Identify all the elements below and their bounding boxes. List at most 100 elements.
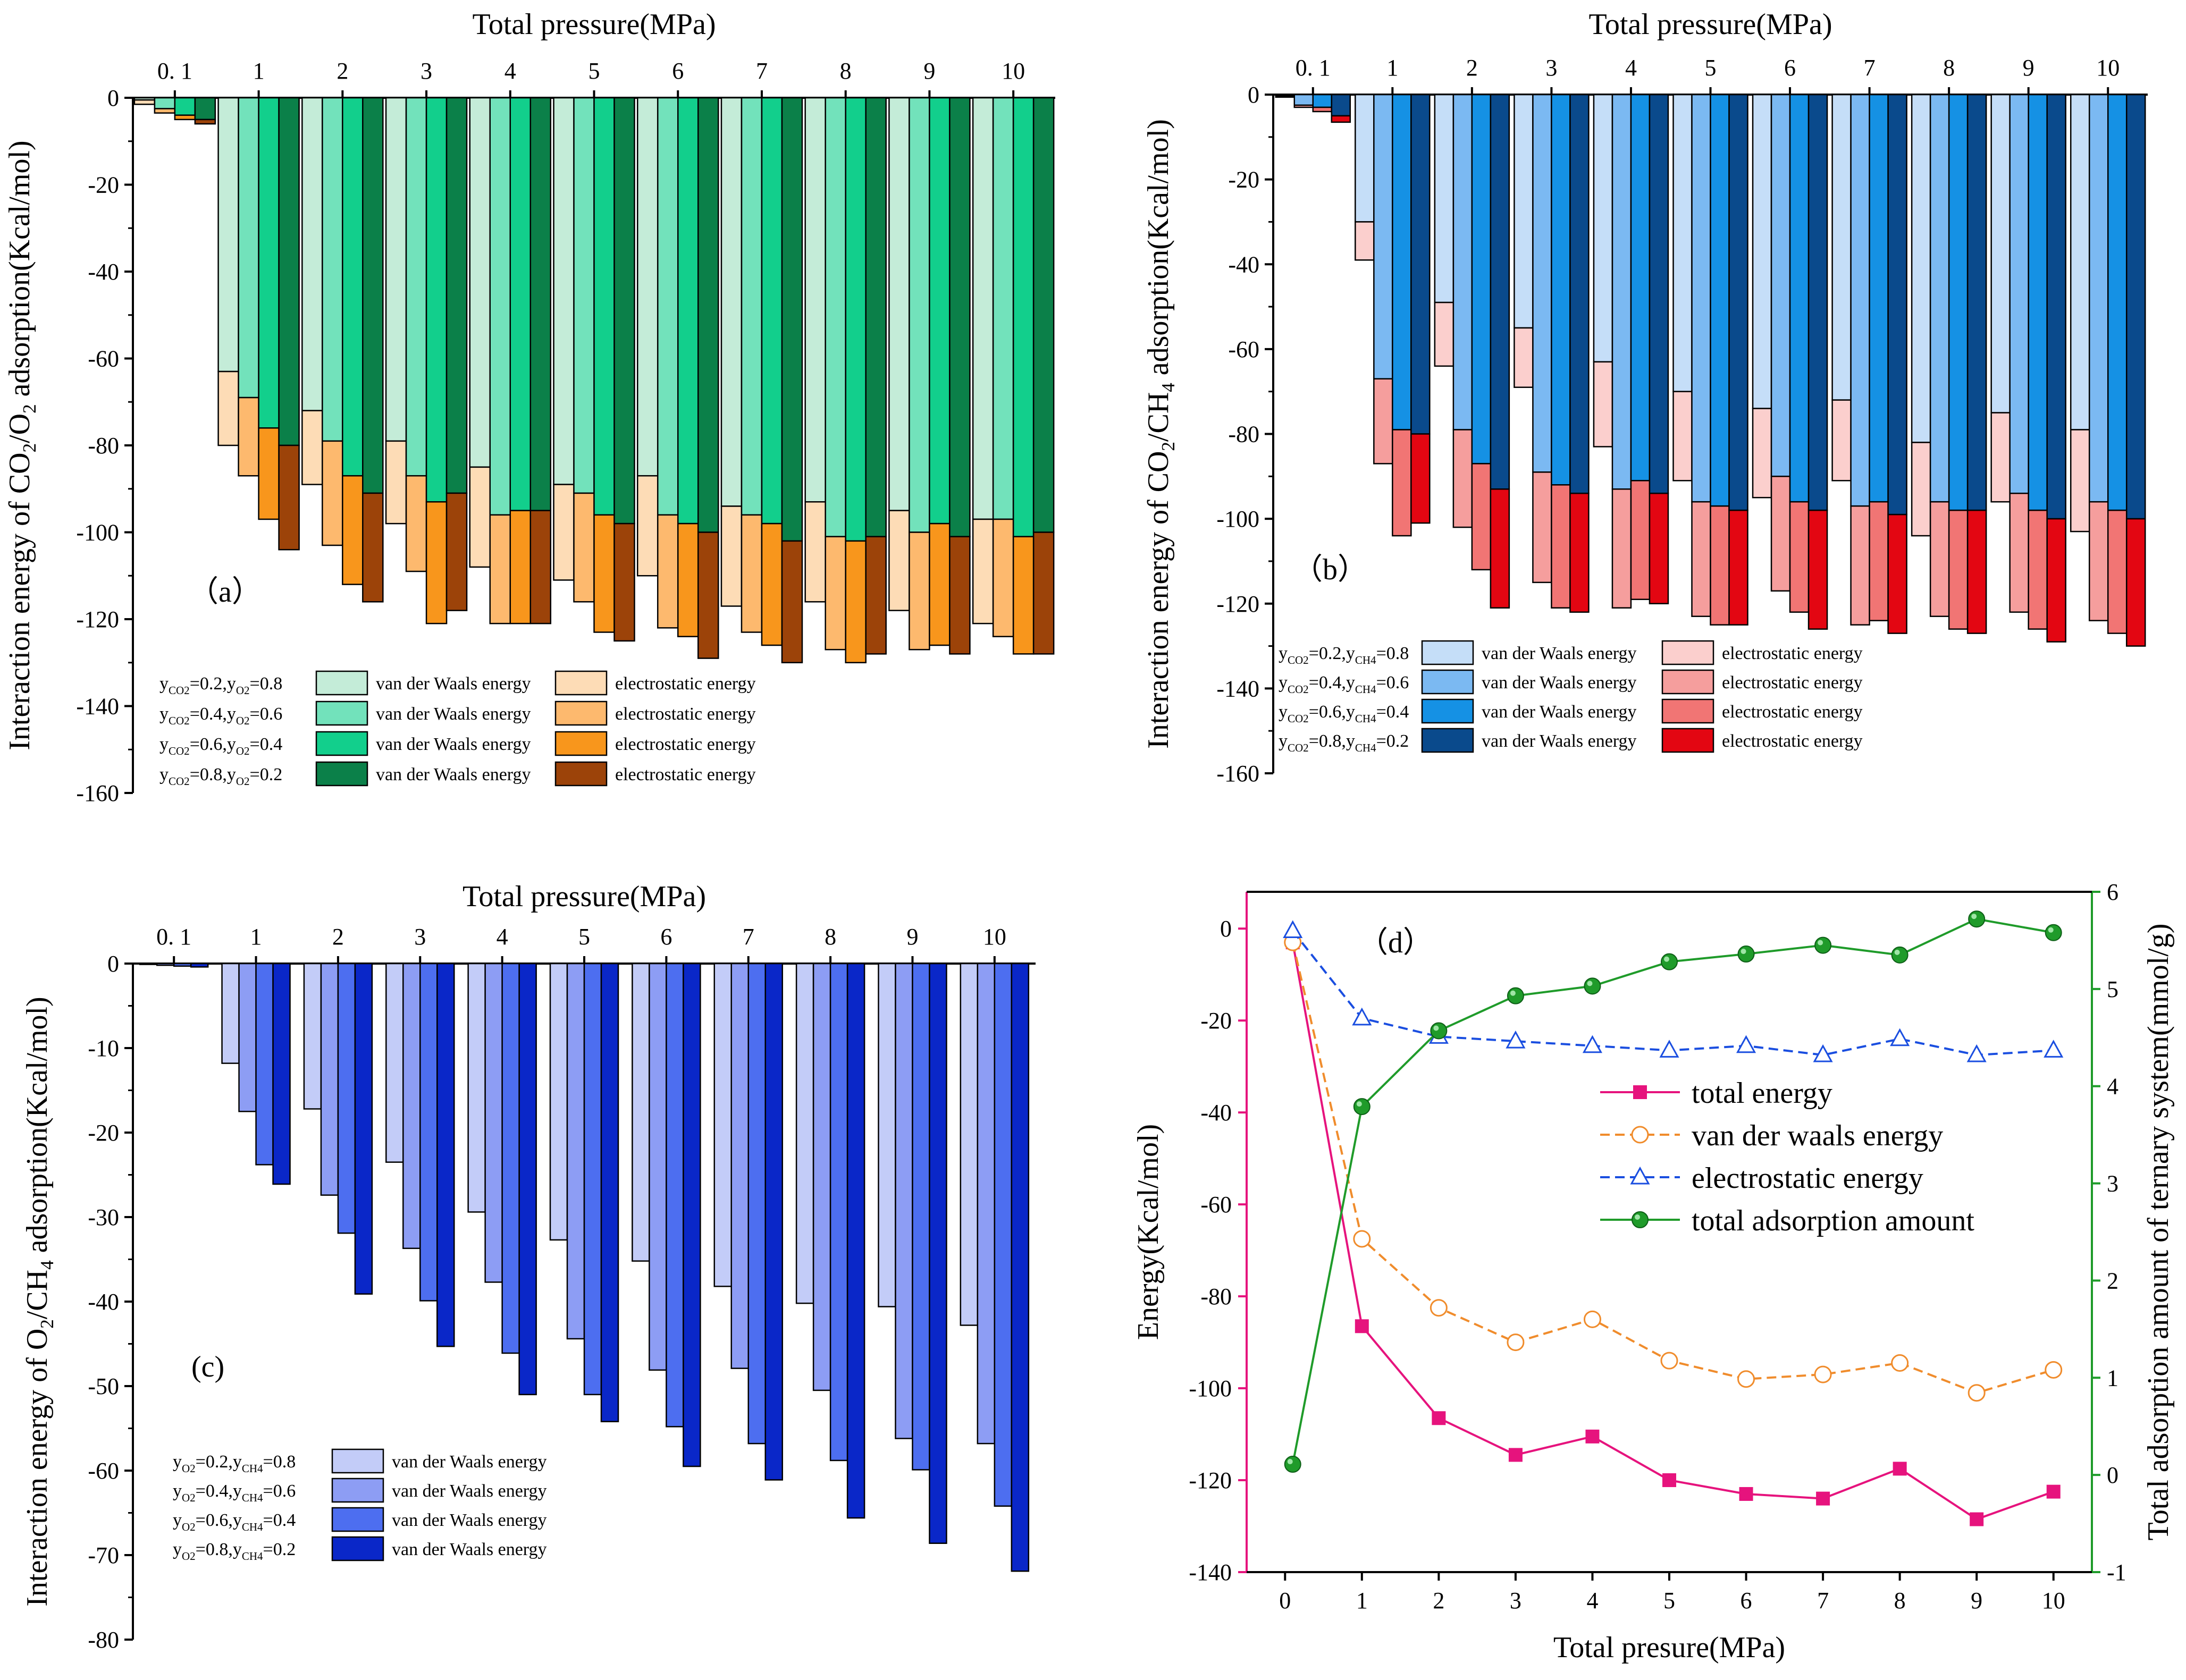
electrostatic-bar: [405, 475, 427, 572]
legend-electrostatic-swatch: [554, 700, 608, 726]
right-tick-label: 5: [2107, 976, 2118, 1002]
x-tick-label: 8: [1894, 1588, 1906, 1614]
electrostatic-bar: [1355, 221, 1375, 261]
electrostatic-bar: [1807, 509, 1828, 630]
legend-series-label: yCO2=0.2,yCH4=0.8: [1279, 644, 1409, 666]
panel-d-line-chart: 0 1 2 3 4 5 6 7 8 9 10 0 -20 -40 -60 -80 -100 -120 -140 -1 0…: [1132, 879, 2175, 1664]
legend-vdw-swatch: [1421, 698, 1474, 724]
right-tick-label: 3: [2107, 1171, 2118, 1197]
left-tick-label: -80: [1200, 1284, 1232, 1310]
x-axis-title: Total pressure(MPa): [463, 880, 706, 913]
y-tick-label: -100: [76, 520, 119, 546]
left-tick-label: -140: [1189, 1559, 1232, 1585]
x-tick-label: 4: [1625, 55, 1637, 81]
electrostatic-bar: [657, 514, 679, 629]
legend-vdw-swatch: [331, 1507, 384, 1532]
vdw-bar: [912, 963, 930, 1471]
vdw-bar: [1355, 94, 1375, 223]
x-tick-label: 0. 1: [157, 58, 192, 84]
vdw-bar: [154, 97, 176, 109]
legend-series-label: yO2=0.8,yCH4=0.2: [173, 1540, 296, 1563]
data-point-highlight: [1433, 1025, 1439, 1031]
legend-series-label: yCO2=0.8,yO2=0.2: [159, 765, 282, 788]
electrostatic-bar: [992, 518, 1014, 637]
vdw-bar: [977, 963, 996, 1445]
electrostatic-bar: [909, 531, 930, 651]
vdw-bar: [2009, 94, 2029, 494]
data-point: [1737, 1370, 1755, 1388]
vdw-bar: [566, 963, 585, 1340]
vdw-bar: [1869, 94, 1889, 503]
electrostatic-bar: [1691, 501, 1711, 617]
vdw-bar: [1514, 94, 1534, 329]
legend-series-label: yCO2=0.4,yO2=0.6: [159, 704, 282, 727]
electrostatic-bar: [425, 501, 448, 624]
legend-label: electrostatic energy: [1692, 1162, 1923, 1195]
vdw-bar: [1490, 94, 1510, 490]
electrostatic-bar: [1373, 378, 1393, 465]
electrostatic-bar: [949, 536, 971, 655]
legend-series-label: yCO2=0.8,yCH4=0.2: [1279, 731, 1409, 754]
electrostatic-bar: [613, 522, 635, 642]
panel-a-bar-chart: 0 -20 -40 -60 -80 -100 -120 -140 -160 0. 1 1 2 3 4 5 6 7…: [3, 8, 1055, 806]
vdw-bar: [636, 97, 659, 477]
y-tick-label: 0: [107, 85, 119, 111]
y-axis-title: Interaction energy of CO2/CH4 adsorption…: [1142, 119, 1179, 749]
electrostatic-bar: [1275, 95, 1296, 98]
right-tick-label: -1: [2107, 1559, 2126, 1585]
electrostatic-bar: [154, 108, 176, 114]
data-point-highlight: [1894, 949, 1900, 955]
y-tick-label: -80: [88, 433, 119, 459]
electrostatic-bar: [636, 475, 659, 577]
electrostatic-bar: [972, 518, 994, 624]
legend-electrostatic-swatch: [554, 731, 608, 756]
vdw-bar: [1551, 94, 1571, 486]
x-tick-label: 1: [1356, 1588, 1368, 1614]
vdw-bar: [1434, 94, 1454, 303]
data-point-highlight: [1635, 1214, 1640, 1220]
vdw-bar: [1691, 94, 1711, 503]
y-axis-title: Interaction energy of CO2/O2 adsorption(…: [3, 140, 40, 750]
x-tick-label: 4: [505, 58, 516, 84]
y-tick-label: -20: [88, 172, 119, 198]
legend-electrostatic-swatch: [1661, 640, 1714, 665]
y-tick-label: -10: [88, 1035, 119, 1061]
electrostatic-bar: [362, 492, 384, 603]
vdw-bar: [190, 963, 209, 968]
vdw-bar: [1728, 94, 1748, 511]
right-axis-title: Total adsorption amount of ternary syste…: [2142, 924, 2175, 1541]
data-point: [1432, 1411, 1446, 1425]
y-tick-label: -80: [1228, 421, 1259, 448]
vdw-bar: [174, 97, 196, 116]
legend-vdw-label: van der Waals energy: [376, 704, 531, 724]
vdw-bar: [677, 97, 699, 525]
vdw-bar: [553, 97, 575, 485]
vdw-bar: [812, 963, 831, 1391]
vdw-bar: [1312, 94, 1333, 108]
vdw-bar: [697, 97, 719, 533]
data-point-highlight: [1664, 956, 1669, 962]
x-tick-label: 1: [1386, 55, 1398, 81]
electrostatic-bar: [1392, 429, 1412, 537]
vdw-bar: [2070, 94, 2090, 430]
y-tick-label: -120: [1216, 591, 1259, 617]
vdw-bar: [2088, 94, 2109, 503]
x-tick-label: 2: [1466, 55, 1478, 81]
electrostatic-bar: [2028, 509, 2048, 630]
electrostatic-bar: [573, 492, 595, 603]
electrostatic-bar: [593, 514, 615, 633]
vdw-bar: [600, 963, 619, 1423]
electrostatic-bar: [1312, 106, 1333, 113]
left-tick-label: 0: [1220, 916, 1232, 942]
right-tick-label: 2: [2107, 1268, 2118, 1294]
panel-c-bar-chart: 0 -10 -20 -30 -40 -50 -60 -70 -80 0. 1 1 2 3 4 5 6 7 8 9 10…: [21, 880, 1036, 1653]
electrostatic-bar: [741, 514, 763, 633]
electrostatic-bar: [1593, 361, 1613, 448]
vdw-bar: [1948, 94, 1969, 511]
electrostatic-bar: [845, 540, 867, 663]
y-tick-label: -60: [88, 1458, 119, 1484]
electrostatic-bar: [509, 510, 532, 624]
y-tick-label: -140: [76, 694, 119, 720]
x-axis-title: Total presure(MPa): [1553, 1631, 1785, 1664]
